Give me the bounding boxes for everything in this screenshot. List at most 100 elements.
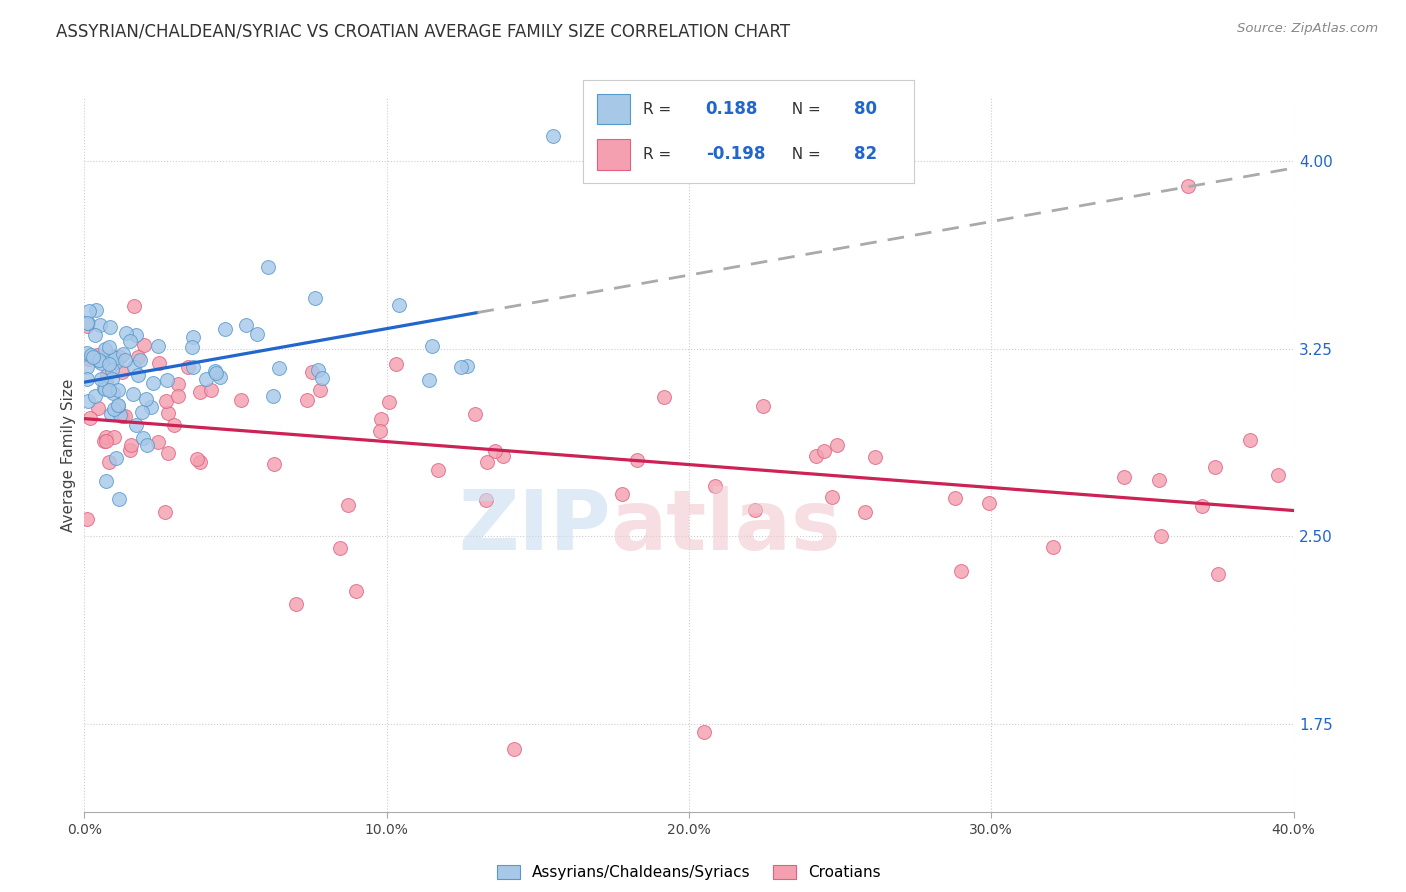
- Point: [108, 491, 131, 506]
- Point: [94, 376, 117, 390]
- Point: [205, 367, 228, 381]
- Point: [1042, 541, 1064, 555]
- Text: N =: N =: [782, 102, 825, 117]
- Point: [209, 369, 232, 384]
- Point: [163, 418, 186, 433]
- Point: [148, 339, 170, 353]
- Point: [827, 438, 849, 452]
- Point: [693, 724, 716, 739]
- Point: [744, 503, 766, 517]
- Point: [79, 351, 101, 366]
- Point: [855, 505, 877, 519]
- Point: [484, 444, 506, 458]
- Point: [821, 490, 844, 504]
- Point: [1150, 528, 1173, 542]
- Point: [87, 353, 110, 368]
- Point: [100, 407, 122, 421]
- Text: 0.188: 0.188: [706, 100, 758, 118]
- Point: [183, 359, 205, 374]
- Point: [420, 338, 443, 352]
- Point: [157, 446, 180, 460]
- Point: [541, 128, 564, 143]
- Point: [108, 350, 131, 364]
- Point: [96, 368, 118, 382]
- Point: [125, 417, 148, 432]
- FancyBboxPatch shape: [596, 94, 630, 124]
- Point: [107, 398, 129, 412]
- Point: [148, 356, 170, 370]
- Point: [235, 318, 257, 333]
- Point: [1204, 460, 1226, 475]
- Point: [156, 374, 179, 388]
- Point: [214, 322, 236, 336]
- Point: [77, 394, 100, 409]
- Point: [388, 298, 411, 312]
- Text: ZIP: ZIP: [458, 486, 610, 566]
- Point: [87, 352, 110, 367]
- Point: [111, 347, 134, 361]
- Point: [98, 319, 121, 334]
- FancyBboxPatch shape: [596, 139, 630, 169]
- Text: R =: R =: [643, 102, 676, 117]
- Text: R =: R =: [643, 146, 676, 161]
- Point: [370, 411, 392, 425]
- Point: [804, 449, 827, 463]
- Point: [76, 359, 98, 374]
- Point: [104, 451, 127, 466]
- Point: [167, 389, 190, 403]
- Text: 82: 82: [855, 145, 877, 163]
- Point: [114, 409, 136, 424]
- Point: [125, 327, 148, 342]
- Point: [97, 339, 120, 353]
- Point: [127, 351, 149, 365]
- Point: [132, 338, 155, 352]
- Point: [114, 352, 136, 367]
- Point: [136, 438, 159, 452]
- Point: [704, 479, 727, 493]
- Point: [752, 399, 775, 413]
- Point: [1206, 566, 1229, 581]
- Point: [337, 498, 360, 512]
- Point: [76, 345, 98, 359]
- Point: [90, 356, 112, 370]
- Point: [654, 390, 676, 404]
- Point: [76, 317, 98, 331]
- Point: [1177, 178, 1199, 193]
- Point: [474, 492, 496, 507]
- Point: [285, 597, 308, 611]
- Point: [308, 384, 330, 398]
- Point: [139, 400, 162, 414]
- Point: [311, 371, 333, 385]
- Point: [103, 430, 125, 444]
- Point: [329, 541, 352, 555]
- Point: [346, 584, 368, 599]
- Point: [1112, 469, 1135, 483]
- Point: [156, 406, 179, 420]
- Point: [378, 394, 401, 409]
- Point: [475, 455, 498, 469]
- Point: [76, 372, 98, 386]
- Text: ASSYRIAN/CHALDEAN/SYRIAC VS CROATIAN AVERAGE FAMILY SIZE CORRELATION CHART: ASSYRIAN/CHALDEAN/SYRIAC VS CROATIAN AVE…: [56, 22, 790, 40]
- Point: [110, 408, 132, 422]
- Point: [177, 360, 200, 375]
- Point: [100, 362, 122, 376]
- Point: [131, 405, 153, 419]
- Point: [118, 334, 141, 348]
- Point: [368, 425, 391, 439]
- Point: [863, 450, 886, 464]
- Point: [101, 372, 124, 386]
- Point: [188, 384, 211, 399]
- Point: [813, 444, 835, 458]
- Point: [83, 327, 105, 342]
- Legend: Assyrians/Chaldeans/Syriacs, Croatians: Assyrians/Chaldeans/Syriacs, Croatians: [491, 859, 887, 886]
- Point: [86, 348, 108, 362]
- Point: [118, 442, 141, 457]
- Point: [950, 565, 973, 579]
- Point: [142, 376, 165, 391]
- Point: [107, 383, 129, 397]
- Point: [94, 342, 117, 356]
- Point: [80, 347, 103, 361]
- Point: [93, 381, 115, 395]
- Point: [257, 260, 280, 274]
- Point: [1191, 499, 1213, 513]
